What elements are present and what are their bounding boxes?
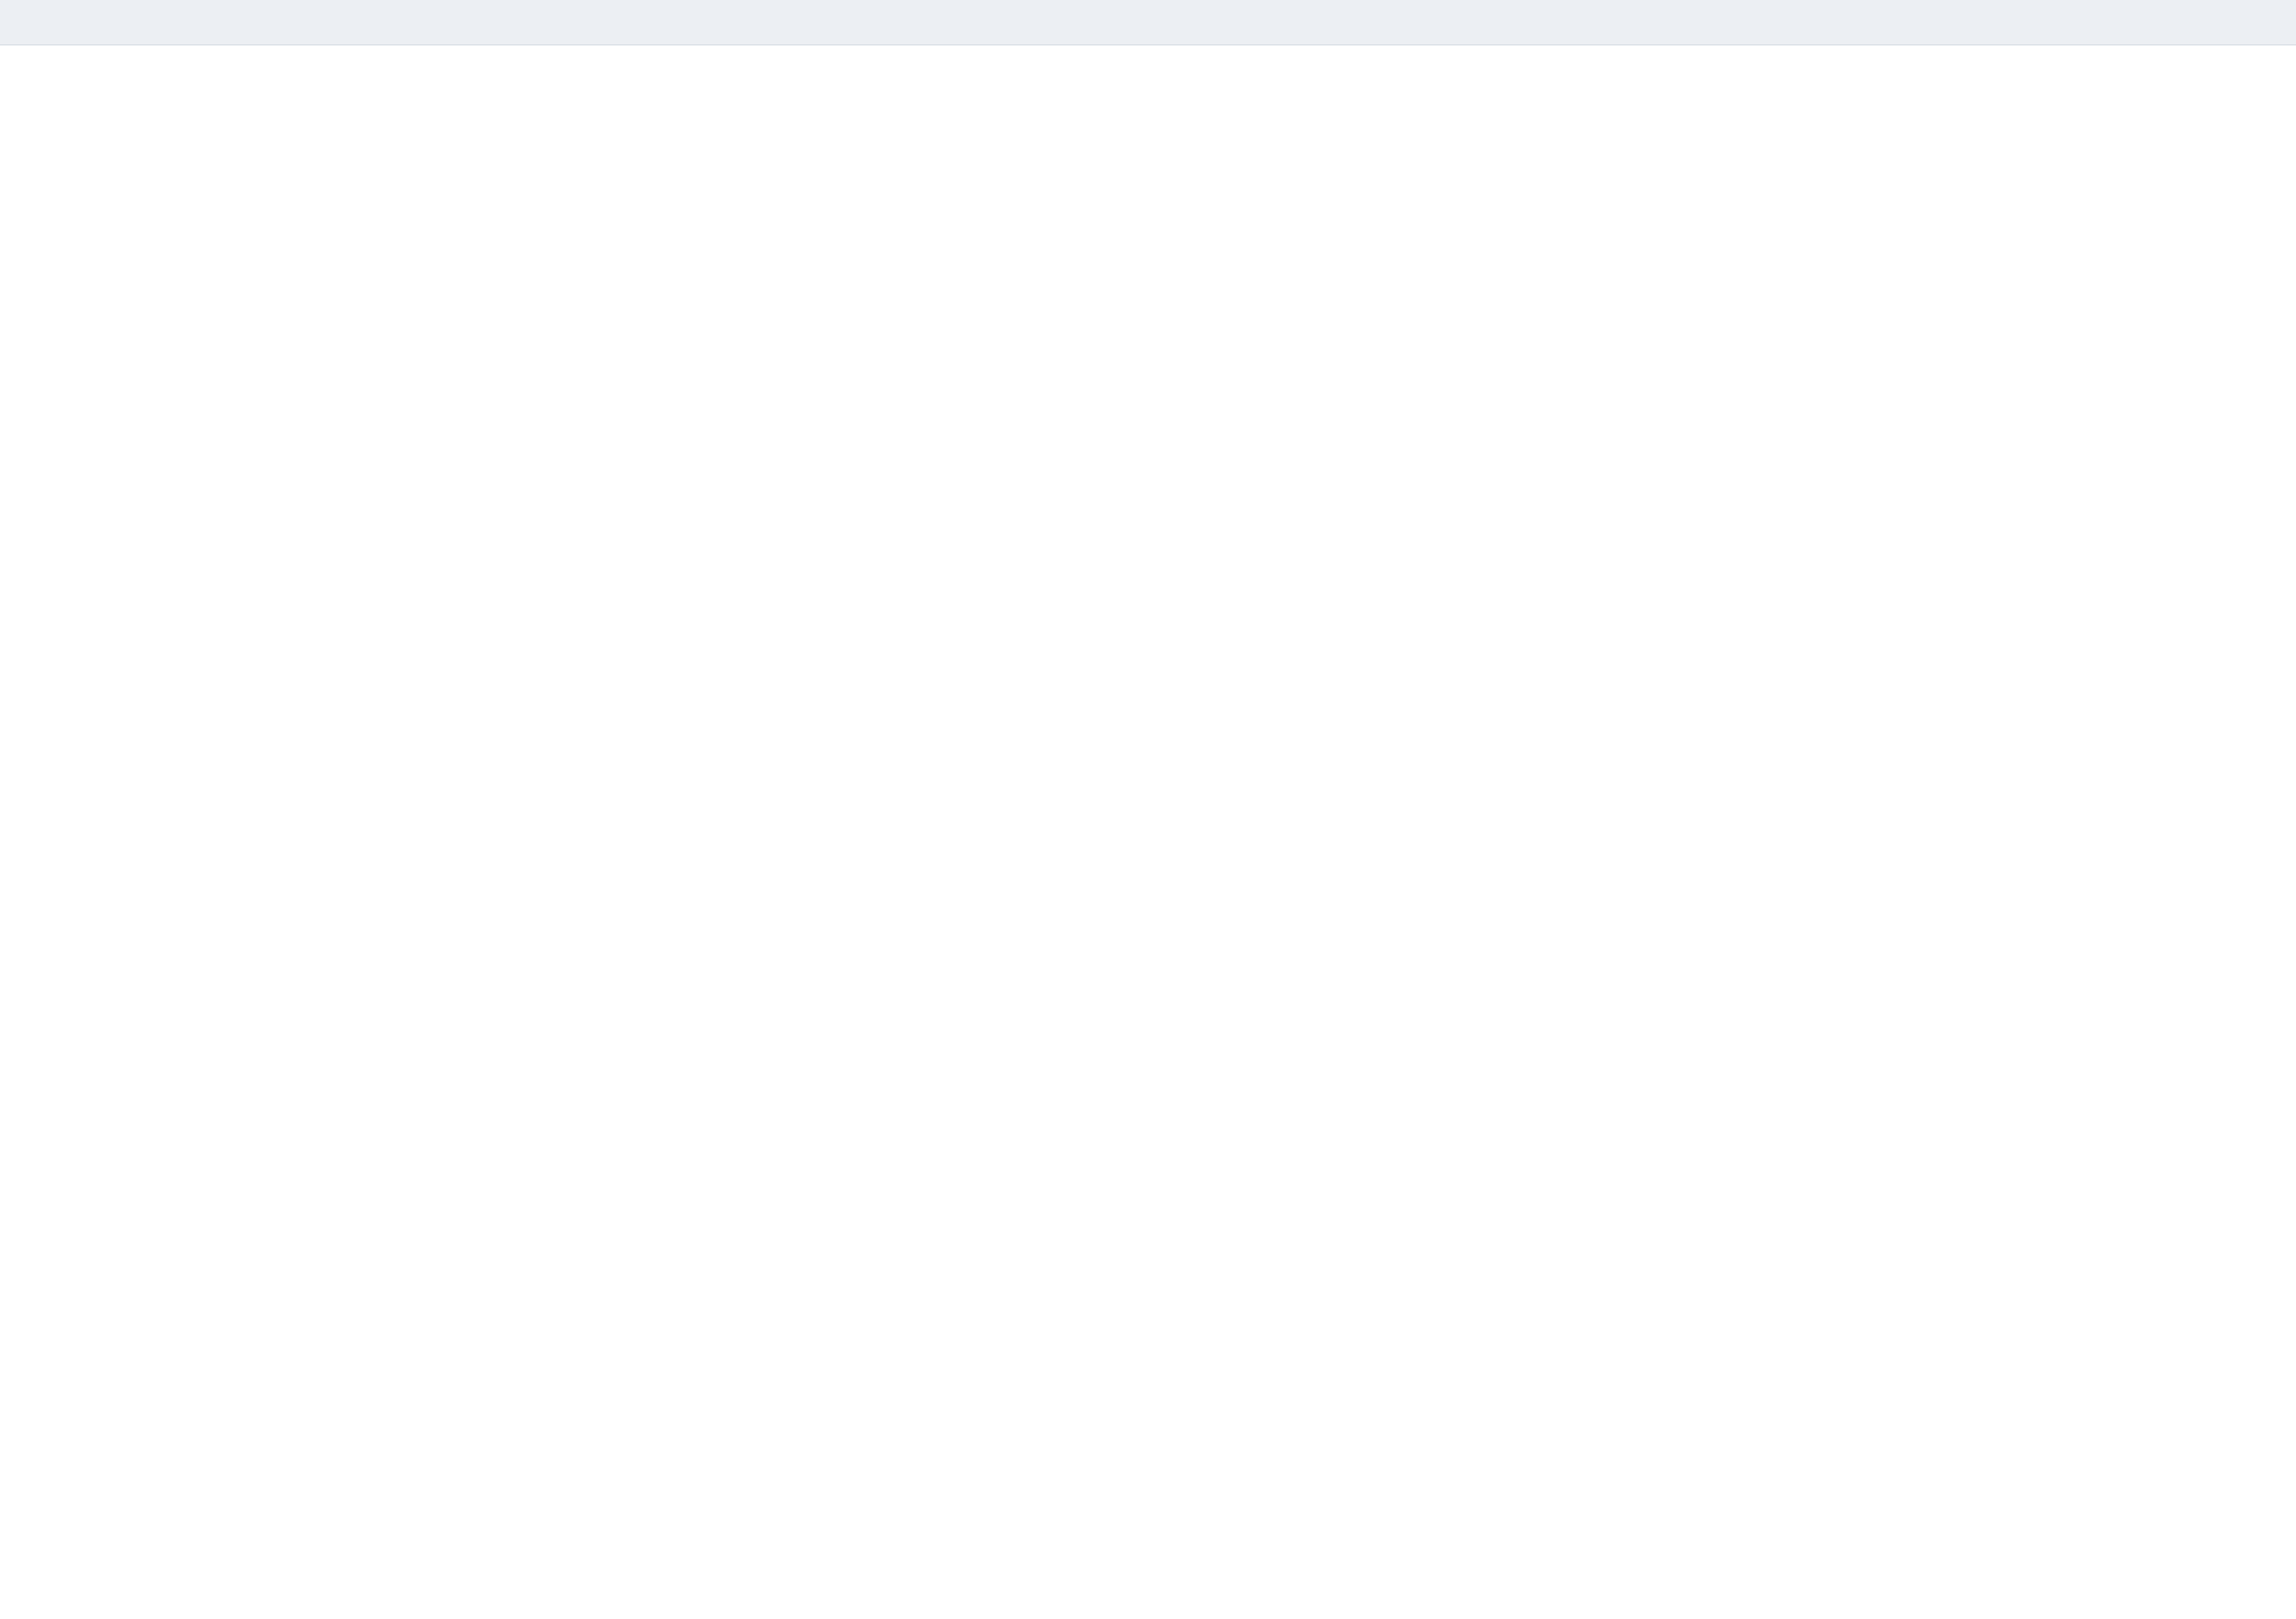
title-bar xyxy=(0,0,2296,45)
main-content xyxy=(0,45,2296,1619)
